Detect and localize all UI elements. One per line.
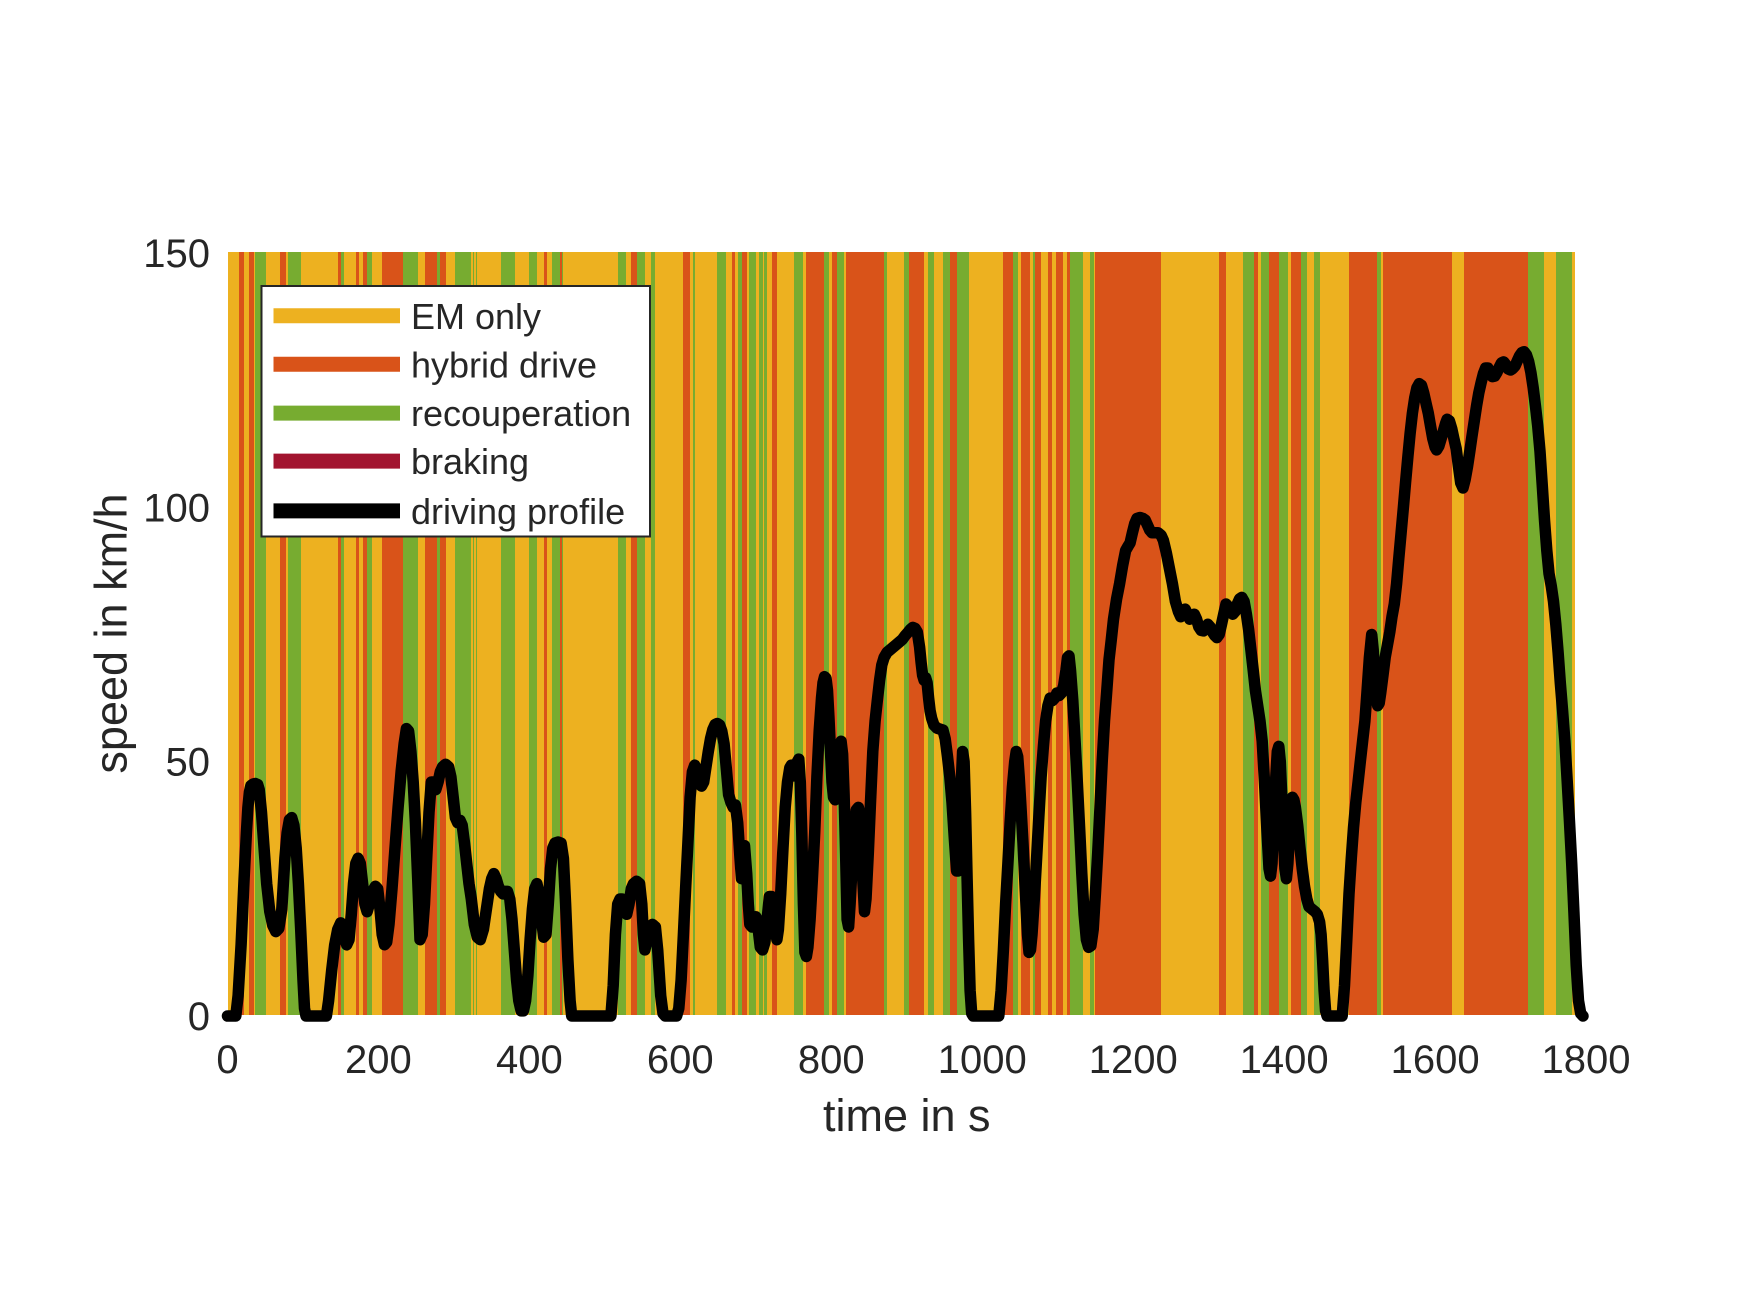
svg-text:100: 100 <box>143 486 210 530</box>
svg-text:recouperation: recouperation <box>411 393 631 434</box>
svg-text:braking: braking <box>411 441 529 482</box>
svg-text:0: 0 <box>216 1038 238 1082</box>
svg-text:150: 150 <box>143 232 210 276</box>
svg-text:1600: 1600 <box>1391 1038 1480 1082</box>
svg-text:200: 200 <box>345 1038 412 1082</box>
svg-text:800: 800 <box>798 1038 865 1082</box>
svg-text:1400: 1400 <box>1240 1038 1329 1082</box>
svg-text:600: 600 <box>647 1038 714 1082</box>
svg-text:EM only: EM only <box>411 296 541 337</box>
svg-text:1800: 1800 <box>1542 1038 1631 1082</box>
svg-text:1200: 1200 <box>1089 1038 1178 1082</box>
svg-text:driving profile: driving profile <box>411 491 625 532</box>
svg-text:speed in km/h: speed in km/h <box>85 493 136 773</box>
svg-text:1000: 1000 <box>938 1038 1027 1082</box>
svg-text:400: 400 <box>496 1038 563 1082</box>
svg-text:0: 0 <box>188 995 210 1039</box>
svg-text:50: 50 <box>166 741 211 785</box>
svg-text:time in s: time in s <box>823 1090 991 1141</box>
svg-text:hybrid drive: hybrid drive <box>411 344 597 385</box>
